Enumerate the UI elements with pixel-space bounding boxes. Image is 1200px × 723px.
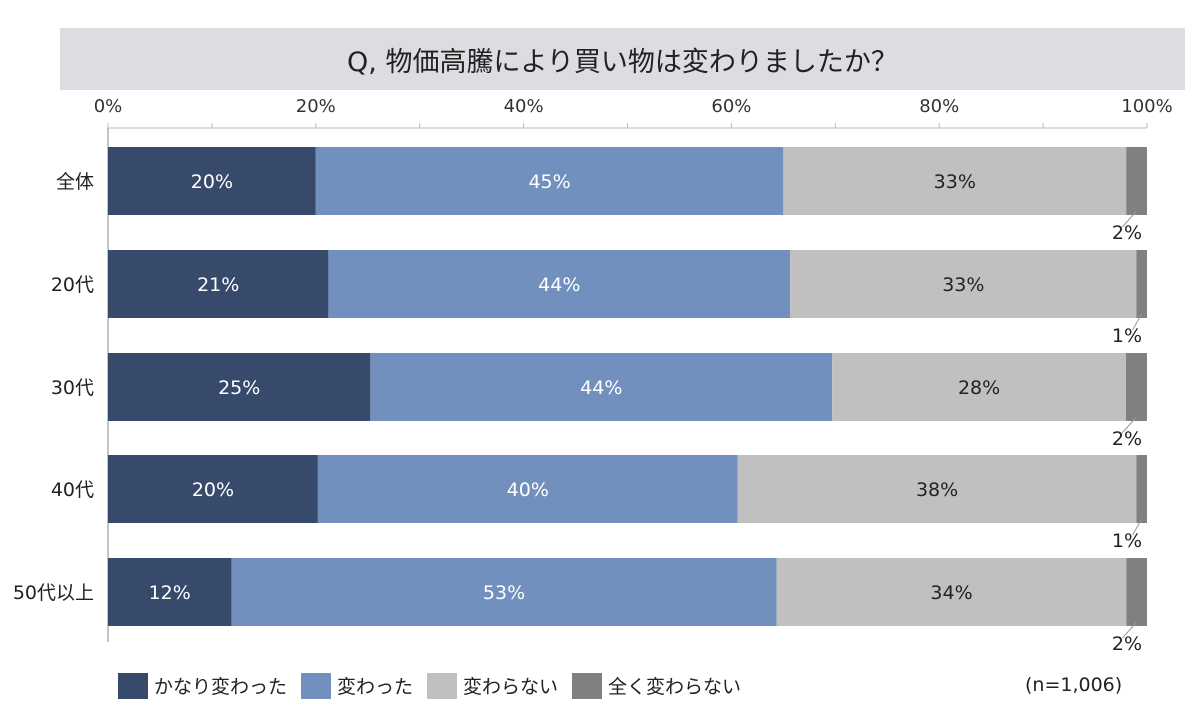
x-tick-label: 100% <box>1121 96 1172 117</box>
bar-segment <box>328 250 791 318</box>
x-tick-label: 80% <box>919 96 959 117</box>
leader-line <box>1132 518 1143 536</box>
bar-segment <box>1136 250 1147 318</box>
data-label: 28% <box>958 377 1000 399</box>
data-label: 40% <box>507 479 549 501</box>
data-label: 1% <box>1112 530 1142 552</box>
bar-segment <box>1126 147 1147 215</box>
data-label: 33% <box>942 274 984 296</box>
data-label: 2% <box>1112 222 1142 244</box>
data-label: 2% <box>1112 633 1142 655</box>
legend-swatch <box>301 672 332 699</box>
legend-label: かなり変わった <box>154 676 288 698</box>
x-tick-label: 40% <box>504 96 544 117</box>
chart-title: Q, 物価高騰により買い物は変わりましたか？ <box>60 28 1185 90</box>
leader-line <box>1121 416 1137 434</box>
legend-swatch <box>427 672 458 699</box>
data-label: 12% <box>149 582 191 604</box>
data-label: 2% <box>1112 428 1142 450</box>
category-label: 20代 <box>51 274 94 296</box>
legend-swatch <box>572 672 603 699</box>
bar-segment <box>231 558 777 626</box>
data-label: 21% <box>197 274 239 296</box>
sample-size-note: (n=1,006) <box>1025 674 1123 696</box>
category-label: 50代以上 <box>13 582 94 604</box>
bar-segment <box>108 353 371 421</box>
category-label: 30代 <box>51 377 94 399</box>
leader-line <box>1132 313 1143 331</box>
legend-item: かなり変わった <box>118 672 287 699</box>
leader-line <box>1122 621 1138 639</box>
data-label: 20% <box>191 171 233 193</box>
bar-segment <box>108 250 329 318</box>
data-label: 1% <box>1112 325 1142 347</box>
bar-segment <box>1136 455 1147 523</box>
bar-segment <box>832 353 1127 421</box>
x-tick-label: 60% <box>711 96 751 117</box>
bar-segment <box>1126 353 1147 421</box>
x-tick-label: 0% <box>94 96 123 117</box>
bar-segment <box>737 455 1137 523</box>
data-label: 38% <box>916 479 958 501</box>
bar-segment <box>108 147 316 215</box>
data-label: 44% <box>580 377 622 399</box>
legend: かなり変わった 変わった 変わらない 全く変わらない <box>118 672 755 699</box>
category-label: 40代 <box>51 479 94 501</box>
data-label: 25% <box>218 377 260 399</box>
leader-line <box>1121 210 1137 228</box>
legend-label: 変わらない <box>463 676 559 698</box>
bar-segment <box>108 558 232 626</box>
legend-item: 全く変わらない <box>572 672 741 699</box>
x-tick-label: 20% <box>296 96 336 117</box>
bar-segment <box>370 353 833 421</box>
bar-segment <box>317 455 738 523</box>
data-label: 45% <box>528 171 570 193</box>
data-label: 53% <box>483 582 525 604</box>
data-label: 20% <box>192 479 234 501</box>
bar-segment <box>1126 558 1147 626</box>
bar-segment <box>783 147 1127 215</box>
legend-item: 変わらない <box>427 672 558 699</box>
bar-segment <box>790 250 1137 318</box>
data-label: 44% <box>538 274 580 296</box>
legend-label: 変わった <box>337 676 414 698</box>
legend-item: 変わった <box>301 672 413 699</box>
bar-segment <box>108 455 318 523</box>
bar-segment <box>776 558 1127 626</box>
legend-swatch <box>118 672 148 699</box>
legend-label: 全く変わらない <box>608 676 742 698</box>
category-label: 全体 <box>56 171 94 193</box>
data-label: 33% <box>934 171 976 193</box>
bar-segment <box>315 147 784 215</box>
data-label: 34% <box>930 582 972 604</box>
